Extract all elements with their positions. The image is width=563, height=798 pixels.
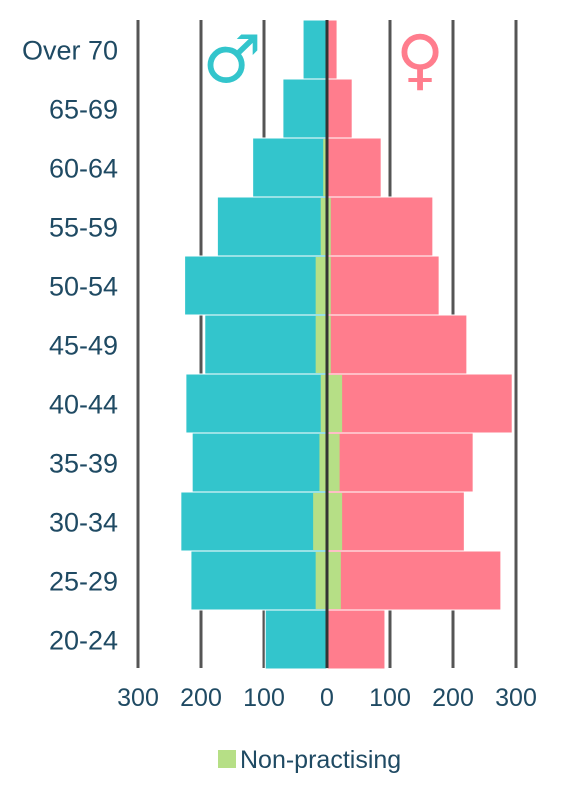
bar-female-9	[326, 550, 502, 611]
y-tick-label-0: Over 70	[22, 36, 118, 66]
bar-male-7	[191, 432, 328, 493]
y-tick-label-10: 20-24	[49, 626, 118, 656]
x-tick-label-6: 300	[495, 684, 537, 712]
legend: Non-practising	[218, 746, 401, 774]
bar-female-10	[326, 609, 386, 670]
bar-nonpractising-left-8	[313, 493, 327, 550]
y-tick-label-3: 55-59	[49, 213, 118, 243]
bar-nonpractising-right-6	[327, 375, 343, 432]
y-tick-label-4: 50-54	[49, 272, 118, 302]
y-tick-label-6: 40-44	[49, 390, 118, 420]
y-tick-label-9: 25-29	[49, 567, 118, 597]
y-tick-label-8: 30-34	[49, 508, 118, 538]
bar-nonpractising-right-3	[327, 198, 331, 255]
x-tick-label-3: 0	[320, 684, 334, 712]
y-tick-label-1: 65-69	[49, 95, 118, 125]
bar-female-4	[326, 255, 440, 316]
x-tick-labels: 300 200 100 0 100 200 300	[117, 684, 537, 712]
legend-label-non-practising: Non-practising	[240, 746, 401, 774]
bar-female-1	[326, 78, 353, 139]
x-tick-label-4: 100	[369, 684, 411, 712]
bar-female-7	[326, 432, 474, 493]
bar-nonpractising-right-7	[327, 434, 340, 491]
bar-male-0	[302, 19, 328, 80]
bar-nonpractising-left-7	[319, 434, 327, 491]
bars	[180, 19, 513, 670]
bar-nonpractising-left-2	[323, 139, 327, 196]
female-symbol-icon: ♀	[396, 21, 444, 98]
bar-male-2	[252, 137, 328, 198]
bar-nonpractising-left-3	[320, 198, 327, 255]
bar-female-0	[326, 19, 338, 80]
bar-female-2	[326, 137, 382, 198]
bar-male-6	[185, 373, 328, 434]
bar-nonpractising-right-8	[327, 493, 343, 550]
bar-male-10	[264, 609, 328, 670]
bar-nonpractising-right-5	[327, 316, 331, 373]
gender-symbols: ♂ ♀	[202, 21, 444, 98]
bar-nonpractising-left-5	[315, 316, 327, 373]
bar-male-3	[216, 196, 328, 257]
bar-female-5	[326, 314, 468, 375]
male-symbol-icon: ♂	[202, 21, 261, 98]
bar-female-3	[326, 196, 434, 257]
bar-male-4	[184, 255, 328, 316]
bar-nonpractising-left-9	[315, 552, 327, 609]
bar-female-6	[326, 373, 513, 434]
x-tick-label-0: 300	[117, 684, 159, 712]
bar-male-8	[180, 491, 328, 552]
bar-female-8	[326, 491, 465, 552]
bar-nonpractising-left-6	[320, 375, 327, 432]
bar-nonpractising-left-4	[315, 257, 327, 314]
y-tick-label-5: 45-49	[49, 331, 118, 361]
age-group-labels: Over 70 65-69 60-64 55-59 50-54 45-49 40-44 35-…	[22, 36, 118, 656]
y-tick-label-7: 35-39	[49, 449, 118, 479]
x-tick-label-5: 200	[432, 684, 474, 712]
bar-male-5	[204, 314, 328, 375]
bar-male-9	[190, 550, 328, 611]
bar-nonpractising-right-9	[327, 552, 341, 609]
bar-male-1	[282, 78, 328, 139]
y-tick-label-2: 60-64	[49, 154, 118, 184]
legend-swatch-non-practising	[218, 750, 236, 768]
x-tick-label-1: 200	[180, 684, 222, 712]
x-tick-label-2: 100	[243, 684, 285, 712]
bar-nonpractising-right-4	[327, 257, 331, 314]
